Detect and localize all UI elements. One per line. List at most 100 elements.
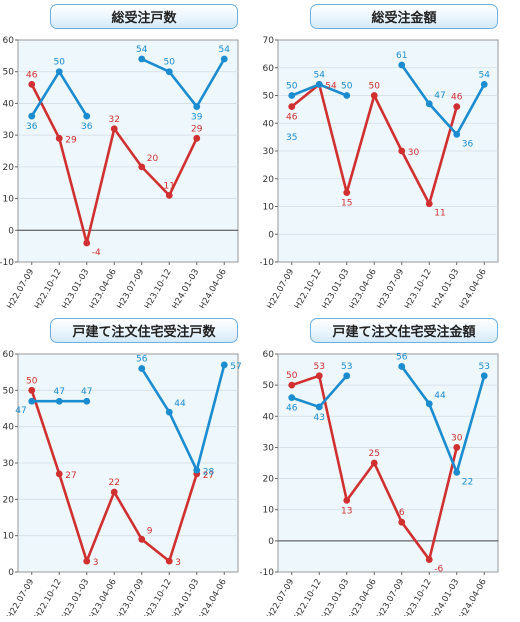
data-point <box>343 496 351 504</box>
y-tick-label: 30 <box>263 147 275 157</box>
data-label: 47 <box>434 91 445 101</box>
x-tick-label: H24.01-03 <box>170 578 201 617</box>
x-tick-label: H24.04-06 <box>198 578 229 617</box>
y-tick-label: 30 <box>3 131 15 141</box>
data-label: 46 <box>286 404 298 414</box>
chart-panel-custom-house-amount: 戸建て注文住宅受注金額 -10 0 10 20 30 40 50 60 H22.07-09 H22… <box>260 314 520 622</box>
data-point <box>288 103 296 110</box>
y-tick-label: 50 <box>263 92 275 102</box>
y-tick-label: -10 <box>260 568 274 578</box>
data-point <box>288 381 296 389</box>
data-point <box>220 361 228 369</box>
x-tick-label: H24.01-03 <box>170 268 201 309</box>
y-tick-label: 60 <box>263 350 275 360</box>
data-label: 50 <box>286 371 298 381</box>
y-tick-label: 30 <box>263 443 275 453</box>
data-label: 25 <box>369 449 380 459</box>
x-tick-label: H23.04-06 <box>88 268 119 309</box>
y-tick-label: 0 <box>268 537 274 547</box>
x-tick-label: H24.04-06 <box>198 268 229 309</box>
data-point <box>398 147 406 155</box>
data-label: 20 <box>147 154 159 164</box>
x-tick-label: H23.07-09 <box>375 268 406 309</box>
data-label: 39 <box>191 113 203 123</box>
plot-area <box>277 353 499 573</box>
x-tick-label: H23.07-09 <box>375 578 406 617</box>
data-label: 54 <box>314 70 326 80</box>
data-point <box>28 112 36 120</box>
data-point <box>165 408 173 416</box>
data-label: 57 <box>230 362 241 372</box>
data-label: 46 <box>286 113 298 123</box>
x-tick-label: H23.01-03 <box>320 578 351 617</box>
data-label: 50 <box>26 376 38 386</box>
data-point <box>55 470 63 478</box>
data-point <box>138 365 146 372</box>
series-line <box>141 57 226 108</box>
data-label: 50 <box>369 82 381 92</box>
data-point <box>453 468 461 476</box>
x-tick-label: H22.10-12 <box>293 578 324 617</box>
data-label: 50 <box>286 82 298 92</box>
data-label: 53 <box>314 362 325 372</box>
x-tick-label: H23.07-09 <box>115 578 146 617</box>
chart-title: 戸建て注文住宅受注金額 <box>310 318 498 343</box>
data-label: 53 <box>341 362 352 372</box>
data-point <box>480 372 488 380</box>
y-tick-label: -10 <box>260 258 274 268</box>
data-point <box>193 134 201 142</box>
data-label: 43 <box>314 413 325 423</box>
x-tick-label: H24.04-06 <box>458 268 489 309</box>
x-tick-label: H23.01-03 <box>60 578 91 617</box>
y-tick-label: 20 <box>263 475 275 485</box>
x-tick-label: H23.10-12 <box>403 268 434 309</box>
data-point <box>453 130 461 138</box>
data-label: 50 <box>54 58 66 68</box>
data-point <box>220 55 228 63</box>
data-label: 46 <box>26 70 38 80</box>
data-label: 50 <box>164 58 176 68</box>
data-label: 47 <box>81 387 92 397</box>
x-tick-label: H23.01-03 <box>60 268 91 309</box>
data-point <box>425 400 433 408</box>
y-tick-label: 10 <box>3 195 15 205</box>
data-label: 11 <box>164 181 175 191</box>
series-line <box>400 64 486 136</box>
chart-panel-total-amount: 総受注金額 -10 0 10 20 30 40 50 60 70 H22.07-09 H22.10-… <box>260 0 520 308</box>
data-point <box>138 55 146 63</box>
data-label: 22 <box>109 478 120 488</box>
data-point <box>343 92 351 99</box>
y-tick-label: 50 <box>263 381 275 391</box>
y-tick-label: 10 <box>263 506 275 516</box>
data-point <box>453 444 461 451</box>
data-point <box>28 386 36 394</box>
y-tick-label: 40 <box>263 119 275 129</box>
x-tick-label: H24.04-06 <box>458 578 489 617</box>
y-tick-label: 60 <box>3 36 15 46</box>
data-label: 56 <box>136 355 148 365</box>
data-label: 54 <box>136 45 148 55</box>
data-label: 30 <box>451 433 463 443</box>
data-label: 29 <box>191 124 203 134</box>
data-label: 54 <box>479 70 491 80</box>
x-tick-label: H23.07-09 <box>115 268 146 309</box>
x-tick-label: H24.01-03 <box>430 578 461 617</box>
x-tick-label: H23.10-12 <box>143 578 174 617</box>
data-point <box>398 518 406 526</box>
y-tick-label: 20 <box>263 175 275 185</box>
y-tick-label: 20 <box>3 495 15 505</box>
data-label: 22 <box>462 477 473 487</box>
y-tick-label: 20 <box>3 163 15 173</box>
y-tick-label: 0 <box>8 226 14 236</box>
data-label: 50 <box>341 82 353 92</box>
data-point <box>110 125 118 133</box>
plot-area <box>17 39 239 263</box>
data-point <box>165 192 173 199</box>
y-tick-label: 10 <box>3 532 15 542</box>
chart-svg: -10 0 10 20 30 40 50 60 H22.07-09H22.10-12H23.01… <box>0 36 239 309</box>
data-label: -4 <box>92 248 101 258</box>
data-point <box>343 189 351 197</box>
data-label: 47 <box>54 387 65 397</box>
series-line <box>140 364 226 472</box>
data-label: 36 <box>81 122 93 132</box>
